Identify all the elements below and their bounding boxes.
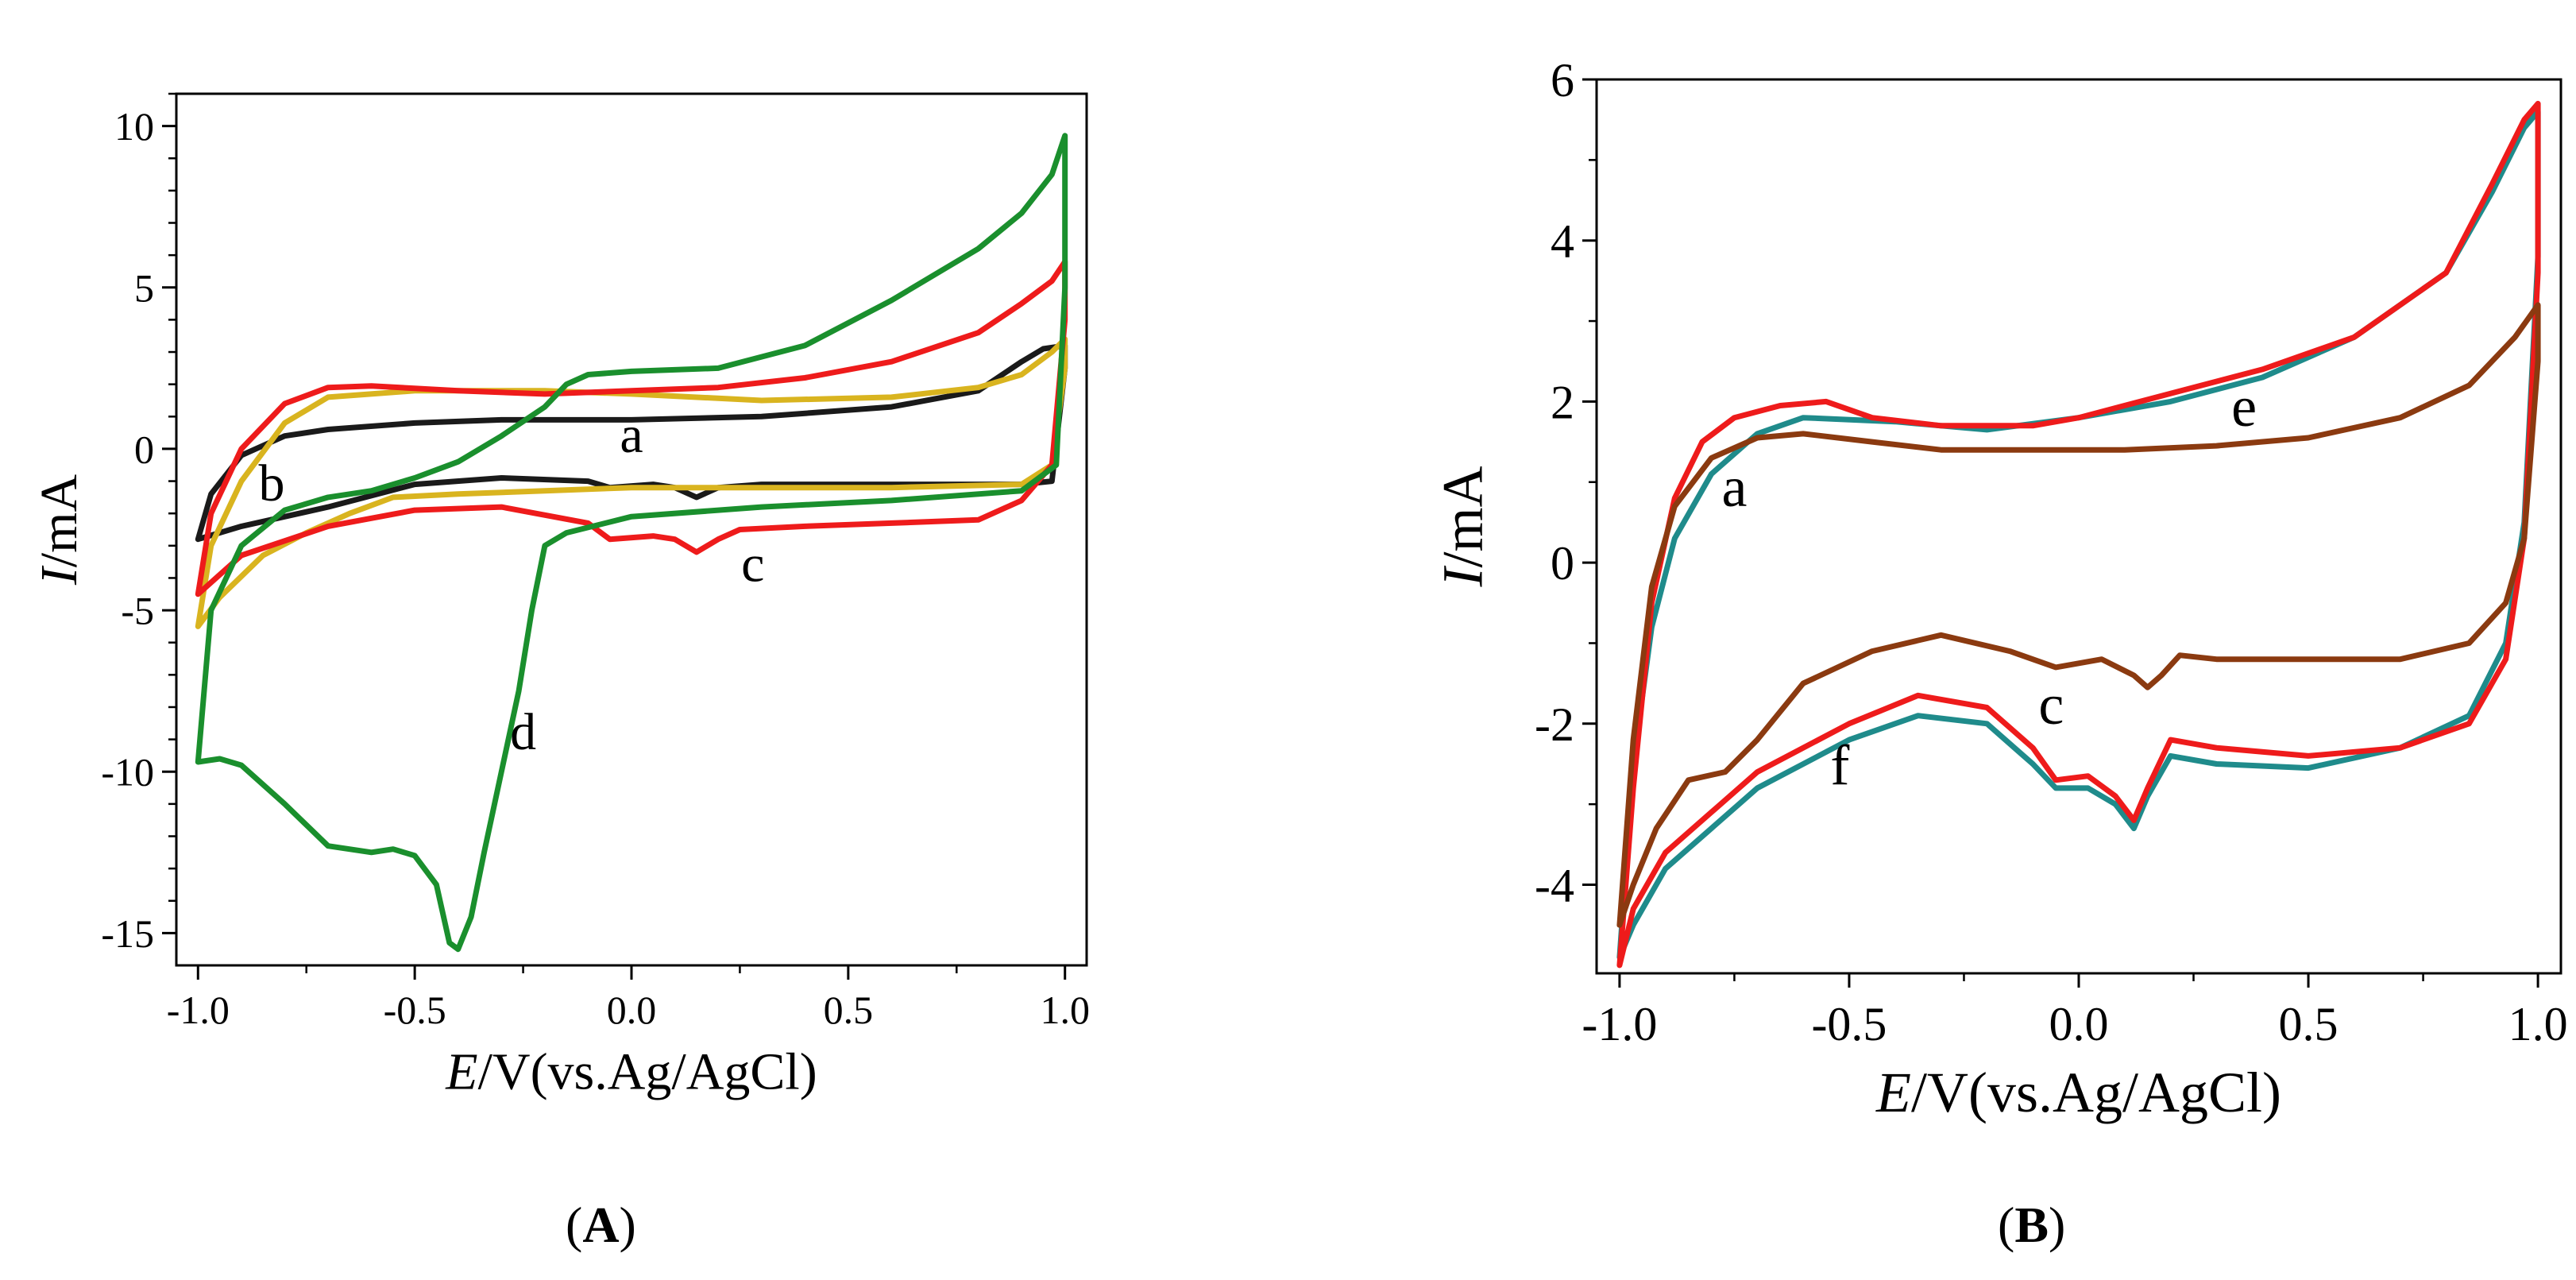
y-tick-label: 0 (134, 427, 154, 471)
curve-label-b: b (259, 454, 285, 512)
y-tick-label: -5 (121, 589, 154, 633)
x-tick-label: -1.0 (1582, 998, 1657, 1050)
x-tick-label: 1.0 (2508, 998, 2568, 1050)
y-tick-label: -10 (101, 750, 154, 795)
y-axis-title-symbol: I (30, 565, 88, 586)
cv-curve-e (1616, 302, 2541, 928)
x-axis-title-unit: /V(vs.Ag/AgCl) (1911, 1061, 2281, 1124)
x-tick-label: 0.0 (607, 988, 657, 1032)
y-tick-label: 6 (1551, 54, 1574, 106)
panel-b-chart: -1.0 -0.5 0.0 0.5 1.0 -4 -2 0 2 4 6 E/V(vs.Ag/AgCl)… (1431, 54, 2568, 1124)
x-axis-title-symbol: E (445, 1043, 477, 1101)
x-tick-label: 0.5 (2279, 998, 2338, 1050)
x-tick-label: -0.5 (1811, 998, 1887, 1050)
curve-label-a: a (620, 406, 643, 464)
y-tick-label: 0 (1551, 537, 1574, 590)
curve-label-c: c (741, 536, 764, 594)
y-tick-label: 10 (114, 104, 154, 149)
y-axis-title-symbol: I (1431, 566, 1495, 588)
cv-curve-f (1616, 109, 2541, 961)
x-axis-title: E/V(vs.Ag/AgCl) (1875, 1061, 2281, 1124)
y-axis-title-unit: /mA (30, 474, 88, 568)
curve-label-a: a (1721, 455, 1747, 519)
plot-frame (1595, 78, 2562, 975)
x-tick-label: 0.5 (824, 988, 874, 1032)
x-tick-label: -1.0 (167, 988, 230, 1032)
y-axis-title: I/mA (30, 474, 88, 586)
panel-a-caption: (A) (566, 1197, 636, 1253)
curve-label-c: c (2038, 673, 2064, 737)
y-tick-label: 2 (1551, 376, 1574, 428)
x-axis-title: E/V(vs.Ag/AgCl) (445, 1043, 817, 1101)
panel-b-caption: (B) (1998, 1197, 2066, 1253)
curve-label-d: d (510, 703, 536, 761)
x-tick-label: 1.0 (1040, 988, 1090, 1032)
y-axis-title: I/mA (1431, 466, 1495, 588)
cv-curve-c (1616, 100, 2541, 969)
panel-a-chart: -1.0 -0.5 0.0 0.5 1.0 -15 -10 -5 0 5 10 E/V(vs.Ag/A… (30, 92, 1090, 1101)
y-tick-label: 5 (134, 265, 154, 310)
y-axis-title-unit: /mA (1431, 466, 1495, 568)
cv-curve-b (195, 336, 1068, 629)
curve-label-e: e (2231, 375, 2257, 439)
x-tick-label: -0.5 (384, 988, 446, 1032)
y-tick-label: -4 (1535, 860, 1574, 912)
x-axis-title-symbol: E (1875, 1061, 1911, 1124)
cv-curve-d (195, 133, 1068, 953)
y-tick-label: -15 (101, 911, 154, 956)
x-axis-title-unit: /V(vs.Ag/AgCl) (478, 1043, 817, 1101)
x-tick-label: 0.0 (2049, 998, 2109, 1050)
y-tick-label: -2 (1535, 698, 1574, 751)
y-tick-label: 4 (1551, 215, 1574, 268)
curve-label-f: f (1830, 733, 1849, 797)
